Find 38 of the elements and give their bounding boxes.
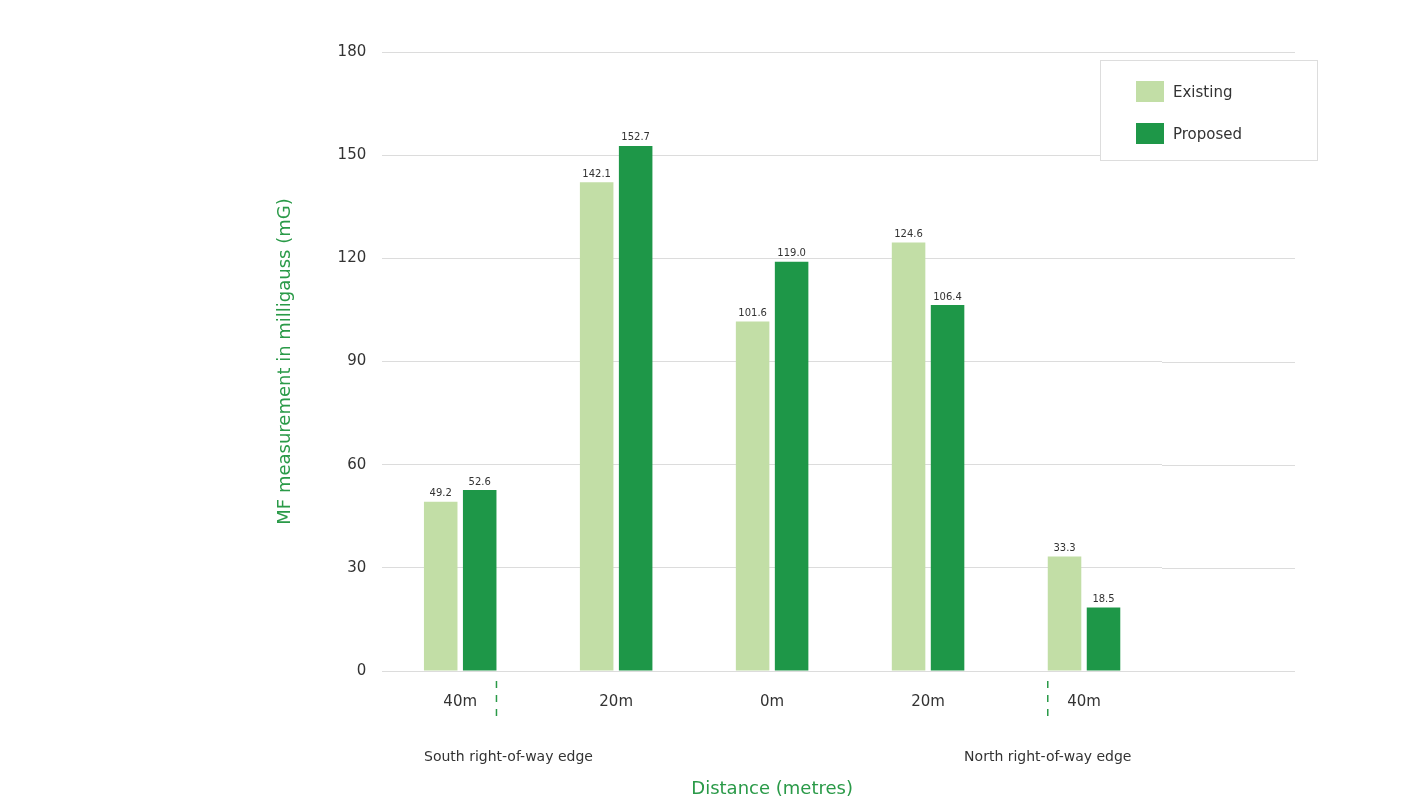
y-tick-label: 90 <box>347 351 367 370</box>
text: South right-of-way edge <box>424 747 593 764</box>
data-label: 49.2 <box>429 487 452 499</box>
y-tick-label: 150 <box>337 145 367 164</box>
y-tick-label: 120 <box>337 248 367 267</box>
y-tick-label: 0 <box>356 660 367 679</box>
y-tick-label: 60 <box>347 454 367 473</box>
data-label: 119.0 <box>777 247 806 259</box>
bar <box>774 261 809 671</box>
data-label: 33.3 <box>1053 542 1076 554</box>
data-label: 124.6 <box>894 228 923 240</box>
data-label: 52.6 <box>468 475 491 487</box>
data-label: 152.7 <box>621 131 650 143</box>
y-tick-label: 30 <box>347 557 367 576</box>
data-label: 101.6 <box>738 307 767 319</box>
data-label: 142.1 <box>582 167 611 179</box>
legend-label: Existing <box>1173 82 1233 101</box>
y-tick-label: 180 <box>337 41 367 60</box>
x-axis-title: Distance (metres) <box>691 776 853 798</box>
legend-label: Proposed <box>1173 124 1243 143</box>
data-label: 18.5 <box>1092 592 1115 604</box>
data-label: 106.4 <box>933 290 962 302</box>
bar <box>1047 556 1082 671</box>
x-tick-label: 20m <box>599 691 634 710</box>
bar <box>462 490 497 671</box>
bar <box>735 321 770 671</box>
bar <box>618 145 653 671</box>
text: North right-of-way edge <box>964 747 1132 764</box>
bar <box>423 501 458 671</box>
bar <box>930 305 965 671</box>
x-tick-label: 40m <box>1067 691 1101 710</box>
bar <box>579 182 614 671</box>
y-axis-title: MF measurement in milligauss (mG) <box>273 198 295 525</box>
x-tick-label: 20m <box>911 691 945 710</box>
x-tick-label: 0m <box>760 691 785 710</box>
bar <box>1086 607 1121 671</box>
bar <box>891 242 926 671</box>
x-tick-label: 40m <box>443 691 478 710</box>
